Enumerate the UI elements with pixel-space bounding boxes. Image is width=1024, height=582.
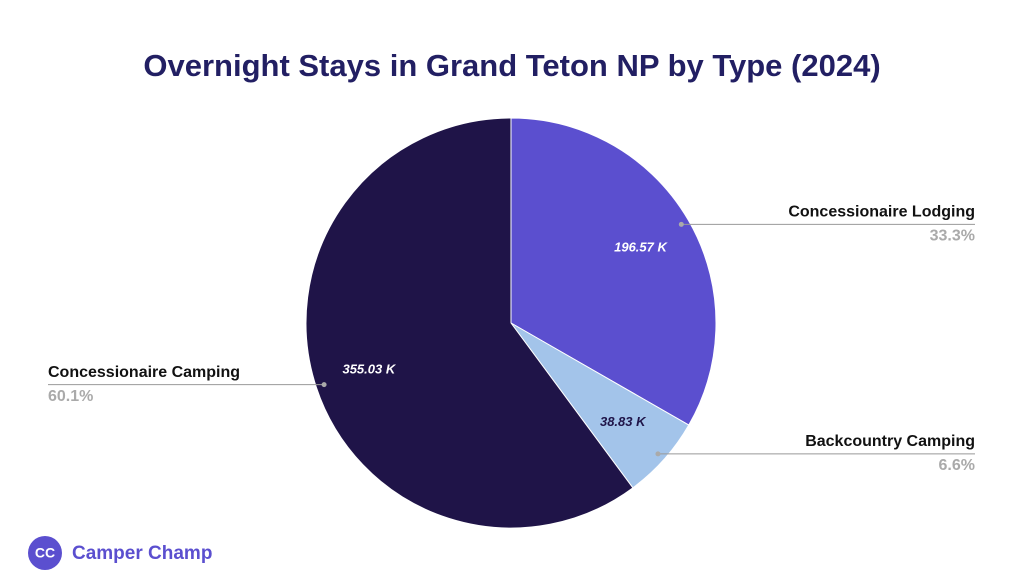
logo-name: Camper Champ [72,543,212,564]
leader-dot [678,221,684,227]
value-label: 196.57 K [614,239,668,254]
pie-slice [305,117,634,529]
logo-initials: CC [35,545,55,561]
logo-badge [28,536,62,570]
category-label: Concessionaire Lodging [788,204,975,221]
percent-label: 33.3% [930,228,975,245]
category-label: Backcountry Camping [805,433,975,450]
leader-dot [321,382,327,388]
percent-label: 60.1% [48,388,93,405]
leader-dot [655,451,661,457]
category-label: Concessionaire Camping [48,364,240,381]
value-label: 355.03 K [342,361,396,376]
pie-slice [510,117,717,426]
chart-title: Overnight Stays in Grand Teton NP by Typ… [143,48,880,83]
value-label: 38.83 K [600,414,647,429]
percent-label: 6.6% [939,457,975,474]
